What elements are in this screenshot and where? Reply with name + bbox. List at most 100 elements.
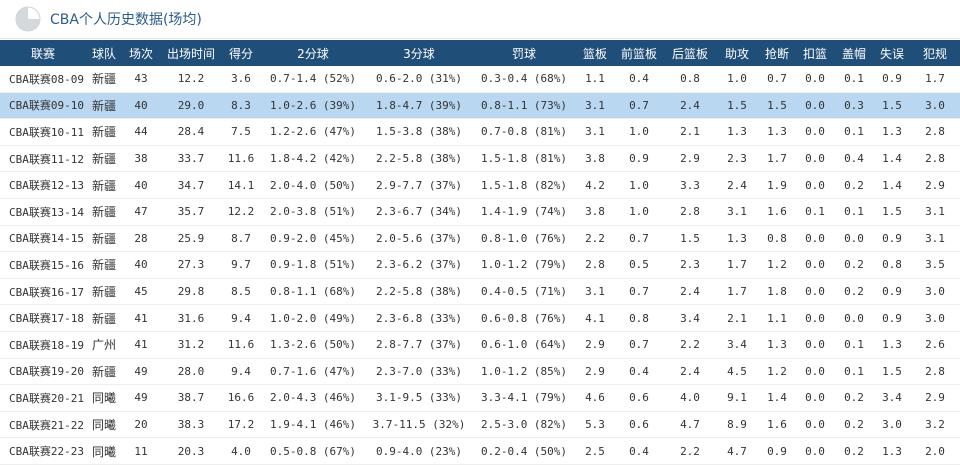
column-header[interactable]: 后篮板 xyxy=(664,40,716,66)
table-cell: 2.3-6.8 (33%) xyxy=(366,304,472,332)
table-cell: 1.5 xyxy=(758,92,796,120)
table-cell: 0.8-1.1 (68%) xyxy=(260,278,366,306)
table-row[interactable]: CBA联赛15-16 新疆 40 27.3 9.7 0.9-1.8 (51%) 2.3-6.… xyxy=(0,251,960,279)
table-cell: 新疆 xyxy=(86,251,122,279)
table-cell: 1.5-1.8 (81%) xyxy=(472,145,576,173)
table-cell: 9.7 xyxy=(222,251,260,279)
table-cell: 1.5-1.8 (82%) xyxy=(472,171,576,199)
table-cell: 2.2 xyxy=(664,437,716,465)
table-cell: 新疆 xyxy=(86,145,122,173)
table-cell: 1.7 xyxy=(716,251,758,279)
column-header[interactable]: 罚球 xyxy=(472,40,576,66)
table-cell: 27.3 xyxy=(160,251,222,279)
table-cell: 新疆 xyxy=(86,304,122,332)
table-cell: 1.4 xyxy=(874,145,910,173)
column-header[interactable]: 2分球 xyxy=(260,40,366,66)
table-cell: 8.3 xyxy=(222,92,260,120)
table-cell: 1.5 xyxy=(716,92,758,120)
table-cell: 0.9 xyxy=(874,66,910,93)
table-cell: 1.4 xyxy=(874,171,910,199)
page-title: CBA个人历史数据(场均) xyxy=(50,12,202,28)
table-cell: 2.5-3.0 (82%) xyxy=(472,411,576,439)
column-header[interactable]: 前篮板 xyxy=(614,40,664,66)
table-cell: 0.4 xyxy=(614,358,664,386)
column-header[interactable]: 犯规 xyxy=(910,40,960,66)
column-header[interactable]: 球队 xyxy=(86,40,122,66)
table-cell: 0.4 xyxy=(614,66,664,93)
table-cell: 3.7-11.5 (32%) xyxy=(366,411,472,439)
table-cell: 2.6 xyxy=(910,331,960,359)
column-header[interactable]: 抢断 xyxy=(758,40,796,66)
table-row[interactable]: CBA联赛19-20 新疆 49 28.0 9.4 0.7-1.6 (47%) 2.3-7.… xyxy=(0,358,960,386)
table-cell: 1.1 xyxy=(576,66,614,93)
table-cell: 2.3 xyxy=(664,251,716,279)
table-cell: 38 xyxy=(122,145,160,173)
table-cell: 2.0 xyxy=(910,437,960,465)
table-cell: 1.0-2.6 (39%) xyxy=(260,92,366,120)
column-header[interactable]: 盖帽 xyxy=(834,40,874,66)
table-row[interactable]: CBA联赛18-19 广州 41 31.2 11.6 1.3-2.6 (50%) 2.8-7… xyxy=(0,331,960,359)
table-cell: 0.2-0.4 (50%) xyxy=(472,437,576,465)
table-cell: 2.9 xyxy=(910,171,960,199)
table-body: CBA联赛08-09 新疆 43 12.2 3.6 0.7-1.4 (52%) 0.6-2.… xyxy=(0,66,960,465)
table-cell: 3.1 xyxy=(910,225,960,253)
table-row[interactable]: CBA联赛16-17 新疆 45 29.8 8.5 0.8-1.1 (68%) 2.2-5.… xyxy=(0,278,960,306)
table-cell: 12.2 xyxy=(222,198,260,226)
table-cell: 0.8 xyxy=(614,304,664,332)
column-header[interactable]: 联赛 xyxy=(0,40,86,66)
table-row[interactable]: CBA联赛20-21 同曦 49 38.7 16.6 2.0-4.3 (46%) 3.1-9… xyxy=(0,384,960,412)
table-row[interactable]: CBA联赛08-09 新疆 43 12.2 3.6 0.7-1.4 (52%) 0.6-2.… xyxy=(0,66,960,93)
table-cell: 0.9 xyxy=(874,225,910,253)
table-row[interactable]: CBA联赛10-11 新疆 44 28.4 7.5 1.2-2.6 (47%) 1.5-3.… xyxy=(0,118,960,146)
column-header[interactable]: 扣篮 xyxy=(796,40,834,66)
table-row[interactable]: CBA联赛22-23 同曦 11 20.3 4.0 0.5-0.8 (67%) 0.9-4.… xyxy=(0,437,960,465)
table-cell: 11.6 xyxy=(222,145,260,173)
column-header[interactable]: 篮板 xyxy=(576,40,614,66)
table-row[interactable]: CBA联赛11-12 新疆 38 33.7 11.6 1.8-4.2 (42%) 2.2-5… xyxy=(0,145,960,173)
table-cell: 40 xyxy=(122,171,160,199)
table-row[interactable]: CBA联赛21-22 同曦 20 38.3 17.2 1.9-4.1 (46%) 3.7-1… xyxy=(0,411,960,439)
column-header[interactable]: 场次 xyxy=(122,40,160,66)
table-row[interactable]: CBA联赛12-13 新疆 40 34.7 14.1 2.0-4.0 (50%) 2.9-7… xyxy=(0,171,960,199)
column-header[interactable]: 出场时间 xyxy=(160,40,222,66)
table-cell: 3.0 xyxy=(910,304,960,332)
table-cell: 0.3-0.4 (68%) xyxy=(472,66,576,93)
table-cell: 4.0 xyxy=(222,437,260,465)
table-cell: 0.0 xyxy=(796,171,834,199)
table-cell: 1.7 xyxy=(910,66,960,93)
table-cell: 2.8-7.7 (37%) xyxy=(366,331,472,359)
column-header[interactable]: 得分 xyxy=(222,40,260,66)
table-cell: 0.0 xyxy=(834,225,874,253)
table-cell: 1.5 xyxy=(874,92,910,120)
table-cell: 33.7 xyxy=(160,145,222,173)
column-header[interactable]: 失误 xyxy=(874,40,910,66)
table-cell: 0.0 xyxy=(796,225,834,253)
table-cell: CBA联赛17-18 xyxy=(0,304,86,332)
table-row[interactable]: CBA联赛17-18 新疆 41 31.6 9.4 1.0-2.0 (49%) 2.3-6.… xyxy=(0,304,960,332)
table-cell: 0.0 xyxy=(796,92,834,120)
table-cell: 29.8 xyxy=(160,278,222,306)
table-cell: 0.7 xyxy=(758,66,796,93)
table-cell: 2.0-5.6 (37%) xyxy=(366,225,472,253)
column-header[interactable]: 3分球 xyxy=(366,40,472,66)
table-cell: 0.9-2.0 (45%) xyxy=(260,225,366,253)
stats-table: 联赛 球队 场次 出场时间 得分 2分球 3分球 罚球 篮板 前篮板 后篮板 助… xyxy=(0,40,960,465)
table-cell: 0.6 xyxy=(614,384,664,412)
table-row[interactable]: CBA联赛13-14 新疆 47 35.7 12.2 2.0-3.8 (51%) 2.3-6… xyxy=(0,198,960,226)
table-row[interactable]: CBA联赛14-15 新疆 28 25.9 8.7 0.9-2.0 (45%) 2.0-5.… xyxy=(0,225,960,253)
table-cell: CBA联赛15-16 xyxy=(0,251,86,279)
table-cell: 0.5 xyxy=(614,251,664,279)
table-cell: 38.3 xyxy=(160,411,222,439)
table-cell: CBA联赛16-17 xyxy=(0,278,86,306)
table-row[interactable]: CBA联赛09-10 新疆 40 29.0 8.3 1.0-2.6 (39%) 1.8-4.… xyxy=(0,92,960,120)
table-cell: 1.3 xyxy=(874,118,910,146)
table-cell: 1.0-1.2 (85%) xyxy=(472,358,576,386)
table-cell: 新疆 xyxy=(86,171,122,199)
column-header[interactable]: 助攻 xyxy=(716,40,758,66)
table-cell: 1.0 xyxy=(614,198,664,226)
table-cell: 0.2 xyxy=(834,171,874,199)
table-cell: 0.0 xyxy=(796,251,834,279)
table-cell: CBA联赛18-19 xyxy=(0,331,86,359)
table-cell: 1.0-2.0 (49%) xyxy=(260,304,366,332)
table-cell: 2.8 xyxy=(910,358,960,386)
